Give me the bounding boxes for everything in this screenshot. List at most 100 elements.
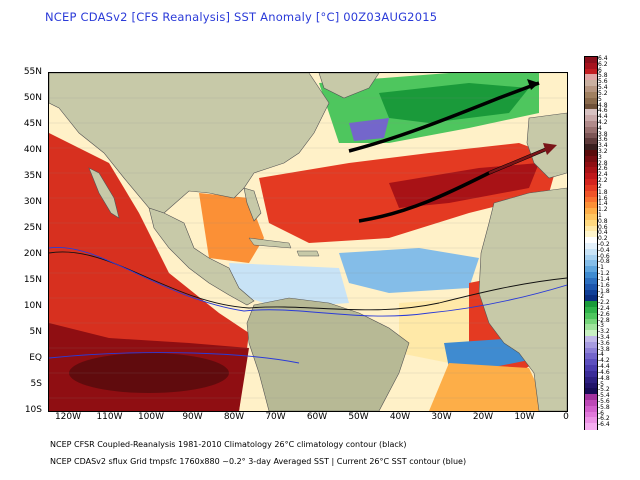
colorbar-segment [585, 144, 597, 151]
colorbar-segment [585, 277, 597, 285]
colorbar-segment [585, 126, 597, 134]
colorbar-segment [585, 103, 597, 110]
map-canvas [49, 73, 567, 411]
colorbar-segment [585, 120, 597, 128]
lat-label: 25N [23, 223, 42, 233]
colorbar-tick-label: 2.8 [598, 159, 608, 167]
lon-label: 40W [389, 412, 411, 422]
colorbar [584, 56, 598, 430]
colorbar-segment [585, 405, 597, 413]
colorbar-segment [585, 411, 597, 418]
colorbar-tick-label: -3.8 [598, 345, 610, 353]
colorbar-tick-label: 1.6 [598, 194, 608, 202]
lon-label: 20W [472, 412, 494, 422]
colorbar-segment [585, 80, 597, 87]
colorbar-tick-label: 4 [598, 124, 602, 132]
colorbar-segment [585, 132, 597, 139]
colorbar-tick-label: -4.8 [598, 374, 610, 382]
lat-label: 35N [23, 171, 42, 181]
colorbar-segment [585, 248, 597, 256]
arrowhead-north [527, 79, 539, 90]
colorbar-tick-label: -1.6 [598, 281, 610, 289]
colorbar-segment [585, 202, 597, 209]
colorbar-tick-label: -0.2 [598, 241, 610, 248]
colorbar-tick-label: 3.8 [598, 130, 608, 138]
colorbar-segment [585, 213, 597, 221]
lat-label: 55N [23, 67, 42, 77]
florida-land [243, 187, 262, 222]
colorbar-tick-label: 3.2 [598, 148, 608, 155]
cold-pocket [349, 118, 389, 141]
colorbar-segment [585, 417, 597, 424]
lon-label: 90W [182, 412, 203, 422]
lat-label: 30N [23, 197, 42, 207]
colorbar-tick-label: -6.4 [598, 421, 610, 429]
colorbar-tick-label: -2.8 [598, 316, 610, 324]
colorbar-segment [585, 318, 597, 325]
colorbar-segment [585, 330, 597, 337]
colorbar-segment [585, 225, 597, 232]
colorbar-tick-label: 3.6 [598, 136, 608, 144]
colorbar-segment [585, 376, 597, 383]
central-america-land [148, 207, 255, 306]
colorbar-segment [585, 382, 597, 389]
colorbar-tick-label: -4.2 [598, 357, 610, 365]
colorbar-tick-label: -5.4 [598, 392, 610, 400]
colorbar-tick-label: 5 [598, 95, 602, 103]
colorbar-segment [585, 301, 597, 308]
footer-line-2: NCEP CDASv2 sflux Grid tmpsfc 1760x880 ~… [50, 457, 467, 466]
colorbar-tick-label: -1.2 [598, 270, 610, 278]
colorbar-segment [585, 347, 597, 354]
north-america-land [49, 73, 330, 214]
colorbar-tick-label: 6 [598, 66, 602, 74]
colorbar-segment [585, 231, 597, 238]
colorbar-segment [585, 243, 597, 250]
colorbar-tick-label: 2.2 [598, 177, 608, 185]
lat-label: 45N [23, 119, 42, 129]
colorbar-segment [585, 138, 597, 145]
colorbar-tick-label: 5.6 [598, 78, 608, 86]
colorbar-segment [585, 289, 597, 296]
colorbar-tick-label: 4.8 [598, 101, 608, 109]
colorbar-tick-label: -1 [598, 264, 604, 272]
colorbar-tick-label: 0.8 [598, 217, 608, 225]
lon-label: 60W [306, 412, 328, 422]
colorbar-tick-label: -4.6 [598, 368, 610, 376]
colorbar-tick-label: 4.4 [598, 113, 608, 121]
colorbar-segment [585, 97, 597, 104]
colorbar-segment [585, 312, 597, 320]
colorbar-segment [585, 68, 597, 75]
colorbar-tick-label: 6.2 [598, 60, 608, 68]
colorbar-segment [585, 370, 597, 378]
lon-label: 100W [137, 412, 165, 422]
colorbar-tick-label: -4.4 [598, 363, 610, 371]
colorbar-tick-label: -6 [598, 409, 604, 417]
colorbar-segment [585, 115, 597, 122]
colorbar-segment [585, 341, 597, 349]
colorbar-tick-label: 1.2 [598, 206, 608, 214]
colorbar-segment [585, 219, 597, 227]
colorbar-segment [585, 150, 597, 157]
colorbar-tick-label: 2.6 [598, 165, 608, 173]
lat-label: 20N [23, 249, 42, 259]
lon-label: 50W [348, 412, 369, 422]
annotation-arrow-south-tip [488, 146, 550, 175]
colorbar-segment [585, 359, 597, 366]
colorbar-tick-label: 3 [598, 153, 602, 161]
lat-label: 40N [23, 145, 42, 155]
lat-label: 10S [24, 405, 42, 415]
footer-line-1: NCEP CFSR Coupled-Reanalysis 1981-2010 C… [50, 440, 407, 449]
colorbar-segment [585, 336, 597, 343]
lon-label: 80W [223, 412, 245, 422]
colorbar-tick-label: -2.6 [598, 310, 610, 318]
colorbar-segment [585, 190, 597, 197]
south-atlantic-anomaly [429, 363, 549, 411]
nw-atlantic-strong-cool [379, 83, 529, 123]
map-title: NCEP CDASv2 [CFS Reanalysis] SST Anomaly… [45, 10, 438, 24]
arrowhead-south [543, 143, 557, 155]
colorbar-segment [585, 324, 597, 331]
colorbar-tick-label: -1.4 [598, 275, 610, 283]
colorbar-tick-label: -3.6 [598, 339, 610, 347]
lat-label: 5N [29, 327, 42, 337]
sst-anomaly-map [48, 72, 568, 412]
